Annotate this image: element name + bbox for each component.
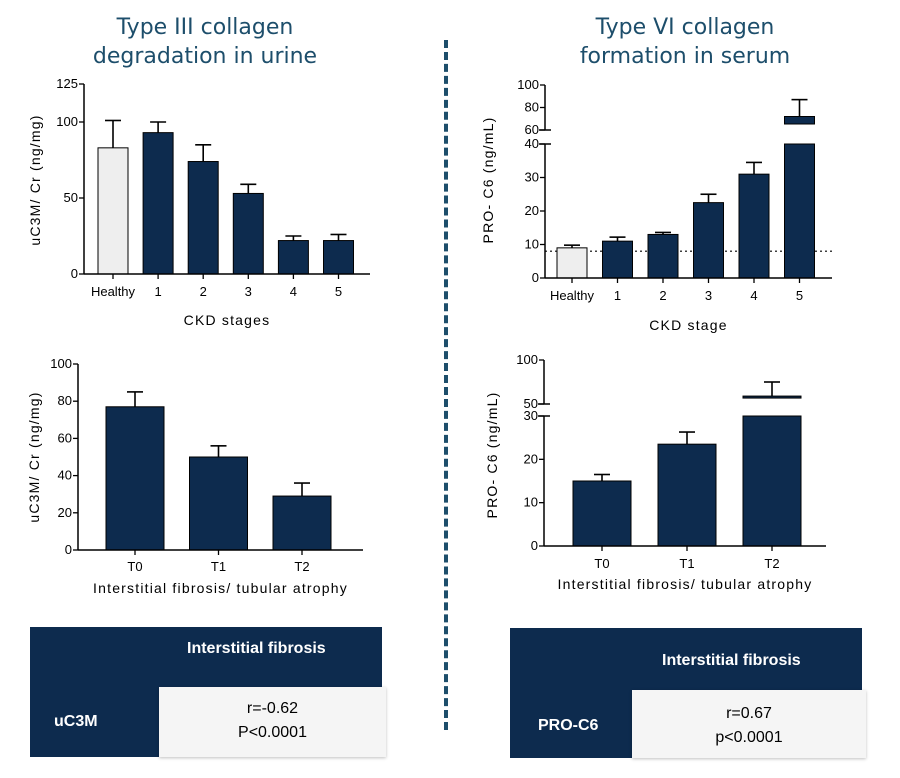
x-tick-label: 2 [200, 284, 207, 299]
y-axis-label: PRO- C6 (ng/mL) [484, 392, 500, 519]
y-tick-label: 40 [525, 136, 539, 151]
x-tick-label: 2 [659, 288, 666, 303]
y-tick-label: 100 [517, 77, 539, 92]
table-header: Interstitial fibrosis [187, 640, 326, 657]
x-tick-label: T2 [764, 556, 779, 571]
y-tick-label: 40 [58, 468, 72, 483]
right-title-line-1: Type VI collagen [595, 15, 775, 40]
y-tick-label: 20 [525, 203, 539, 218]
y-tick-label: 10 [524, 495, 538, 510]
correlation-p: p<0.0001 [715, 729, 783, 746]
x-tick-label: T0 [594, 556, 609, 571]
y-tick-label: 30 [524, 408, 538, 423]
y-tick-label: 100 [50, 356, 72, 371]
x-tick-label: 1 [614, 288, 621, 303]
y-tick-label: 20 [58, 505, 72, 520]
y-tick-label: 60 [58, 430, 72, 445]
y-tick-label: 50 [64, 190, 78, 205]
bar [272, 495, 332, 551]
left-title-line-1: Type III collagen [116, 15, 294, 40]
y-axis-label: uC3M/ Cr (ng/mg) [26, 391, 42, 522]
x-tick-label: 5 [796, 288, 803, 303]
x-tick-label: 1 [154, 284, 161, 299]
panel-divider [444, 40, 448, 730]
right-panel-title: Type VI collagen formation in serum [540, 13, 830, 71]
bar [742, 415, 802, 547]
y-tick-label: 100 [516, 352, 538, 367]
x-axis-label: Interstitial fibrosis/ tubular atrophy [558, 576, 813, 592]
y-tick-label: 0 [532, 270, 539, 285]
x-tick-label: T2 [294, 559, 309, 574]
y-tick-label: 10 [525, 237, 539, 252]
x-axis-label: Interstitial fibrosis/ tubular atrophy [93, 580, 348, 596]
y-tick-label: 60 [525, 122, 539, 137]
bar [784, 143, 815, 279]
y-tick-label: 0 [531, 538, 538, 553]
bar [142, 132, 174, 275]
y-tick-label: 100 [56, 114, 78, 129]
y-tick-label: 125 [56, 76, 78, 91]
bar [572, 480, 632, 547]
y-axis-label: PRO- C6 (ng/mL) [480, 117, 496, 244]
right-title-line-2: formation in serum [579, 44, 791, 69]
x-tick-label: 5 [335, 284, 342, 299]
left-title-line-2: degradation in urine [92, 44, 318, 69]
bar [657, 443, 717, 547]
x-tick-label: 3 [245, 284, 252, 299]
y-tick-label: 50 [524, 396, 538, 411]
bar [187, 161, 219, 275]
uc3m-correlation-table: Interstitial fibrosis uC3M r=-0.62 P<0.0… [30, 627, 386, 757]
table-row-label: PRO-C6 [538, 717, 599, 734]
table-value-cell [159, 687, 386, 757]
correlation-p: P<0.0001 [238, 724, 307, 741]
correlation-r: r=-0.62 [246, 700, 299, 717]
x-axis-label: CKD stages [184, 312, 271, 328]
table-header: Interstitial fibrosis [662, 652, 801, 669]
bar [277, 240, 309, 275]
y-tick-label: 80 [525, 100, 539, 115]
x-tick-label: T1 [211, 559, 226, 574]
y-tick-label: 30 [525, 170, 539, 185]
proc6-correlation-table: Interstitial fibrosis PRO-C6 r=0.67 p<0.… [510, 628, 866, 758]
x-tick-label: Healthy [550, 288, 595, 303]
y-tick-label: 0 [71, 266, 78, 281]
y-tick-label: 20 [524, 451, 538, 466]
bar [556, 247, 588, 279]
x-tick-label: T0 [127, 559, 142, 574]
x-axis-label: CKD stage [649, 317, 728, 333]
left-panel-title: Type III collagen degradation in urine [60, 13, 350, 71]
x-tick-label: 3 [705, 288, 712, 303]
table-value-cell [632, 690, 866, 758]
y-axis-label: uC3M/ Cr (ng/mg) [27, 114, 43, 245]
x-tick-label: Healthy [91, 284, 136, 299]
y-tick-label: 80 [58, 393, 72, 408]
bar-upper-segment [742, 395, 802, 399]
x-tick-label: T1 [679, 556, 694, 571]
bar [738, 173, 770, 279]
correlation-r: r=0.67 [726, 705, 772, 722]
x-tick-label: 4 [290, 284, 297, 299]
x-tick-label: 4 [750, 288, 757, 303]
bar [105, 406, 165, 551]
y-tick-label: 0 [65, 542, 72, 557]
table-row-label: uC3M [54, 713, 98, 730]
